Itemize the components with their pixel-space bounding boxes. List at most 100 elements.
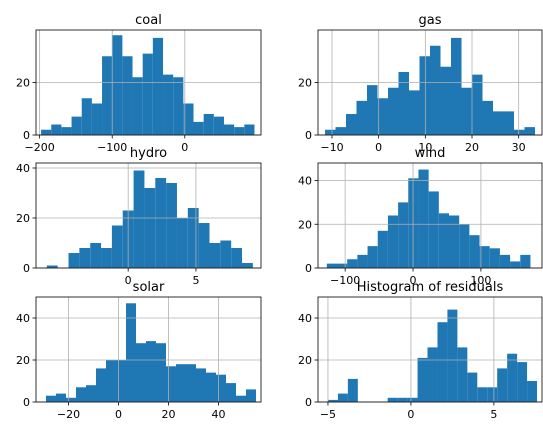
histogram-bar [427,347,438,402]
axes-frame [317,296,543,403]
histogram-panel-5: −20 0 20 40 0 20 40 solar [16,280,262,421]
histogram-bar [51,124,62,135]
x-tick-label: −100 [97,141,127,154]
histogram-bar [337,393,348,402]
histogram-bar [126,303,136,402]
histogram-bar [510,261,521,268]
x-tick-label: 20 [162,408,176,421]
histogram-bar [326,263,337,269]
histogram-bar [499,254,511,269]
y-tick-label: 20 [16,212,30,225]
histogram-bar [388,87,399,135]
histogram-bar [469,235,480,268]
y-tick-label: 0 [23,262,30,275]
histogram-bar [367,246,378,269]
histogram-bar [152,37,164,136]
y-tick-label: 0 [23,396,30,409]
histogram-bar [81,98,92,135]
histogram-bar [41,129,52,135]
panel-title: solar [133,280,165,295]
histogram-bar [493,111,504,136]
axes-frame [317,162,543,269]
x-tick-label: 0 [115,408,122,421]
histogram-bar [398,72,409,135]
y-tick-label: 20 [298,77,312,90]
x-tick-label: 30 [512,141,526,154]
histogram-bar [220,240,232,268]
histogram-bar [472,74,483,136]
histogram-bar [419,56,430,135]
x-tick-label: −10 [320,141,343,154]
x-tick-label: 10 [418,141,432,154]
histogram-bar [387,397,398,402]
histogram-bar [430,45,441,135]
histogram-bar [477,387,488,402]
y-tick-label: 0 [23,129,30,142]
histogram-bar [206,372,216,402]
axes-frame [35,162,262,269]
x-tick-label: 100 [470,274,491,287]
histogram-bar [144,188,156,268]
histogram-bar [347,259,358,268]
histogram-bar [367,85,378,136]
histogram-bar [156,343,166,402]
histogram-bar [223,124,235,135]
histogram-bar [398,202,409,269]
x-tick-label: 20 [465,141,479,154]
histogram-bar [106,360,116,402]
x-tick-label: 0 [410,274,417,287]
histogram-panel-2: −10 0 10 20 30 0 20 gas [298,13,543,154]
histogram-bar [357,254,368,269]
panel-title: coal [135,13,162,28]
histogram-bar [417,357,428,402]
histogram-bar [56,393,66,402]
histogram-bar [213,116,224,136]
histogram-bar [142,53,153,136]
x-tick-label: 5 [490,408,497,421]
histogram-bar [437,322,448,402]
x-tick-label: 0 [181,141,188,154]
histogram-bar [216,374,226,402]
histogram-bar [133,170,145,268]
histogram-bar [166,183,177,268]
y-tick-label: 20 [298,354,312,367]
histogram-bar [166,366,176,402]
histogram-bar [183,103,194,135]
histogram-bar [68,253,80,268]
y-tick-label: 40 [16,312,30,325]
histogram-bar [482,100,493,136]
histogram-bar [517,362,528,402]
histogram-bar [236,395,246,402]
histogram-bar [209,243,221,268]
histogram-bar [155,178,167,268]
histogram-bar [451,37,462,136]
x-tick-label: 0 [375,141,382,154]
histogram-bar [507,353,518,402]
histogram-bar [198,223,210,268]
histogram-bar [101,248,112,268]
y-tick-label: 40 [298,312,312,325]
histogram-bar [418,169,429,268]
histogram-bar [447,309,458,402]
histogram-bar [122,56,133,135]
x-tick-label: 0 [407,408,414,421]
x-tick-label: −100 [330,274,360,287]
histogram-bar [244,124,255,135]
histogram-bar [407,397,418,402]
histogram-bar [111,225,123,268]
histogram-bar [173,77,184,135]
y-tick-label: 40 [298,175,312,188]
histogram-bar [132,77,143,135]
histogram-bar [397,397,408,402]
histogram-bar [246,389,256,402]
histogram-bar [327,399,338,402]
panel-title: gas [419,13,442,28]
histogram-bar [231,248,243,268]
x-tick-label: −200 [25,141,55,154]
y-tick-label: 0 [305,262,312,275]
histogram-bar [116,360,126,402]
histogram-bar [428,191,439,268]
histogram-bar [76,387,86,402]
histogram-bar [503,111,514,136]
histogram-bar [347,378,358,402]
